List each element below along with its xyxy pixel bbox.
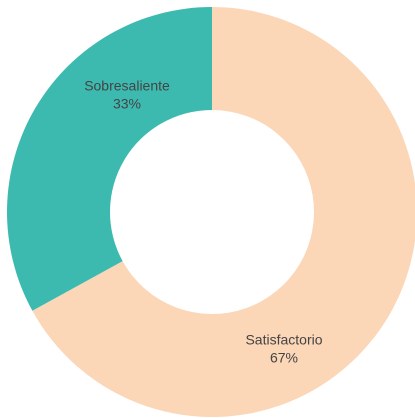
slice-value-label: 67% bbox=[270, 350, 298, 366]
slice-value-label: 33% bbox=[113, 96, 141, 112]
slice-label: Sobresaliente bbox=[84, 78, 170, 94]
donut-slice bbox=[7, 7, 213, 311]
donut-slice bbox=[32, 7, 415, 417]
slice-label: Satisfactorio bbox=[245, 332, 322, 348]
